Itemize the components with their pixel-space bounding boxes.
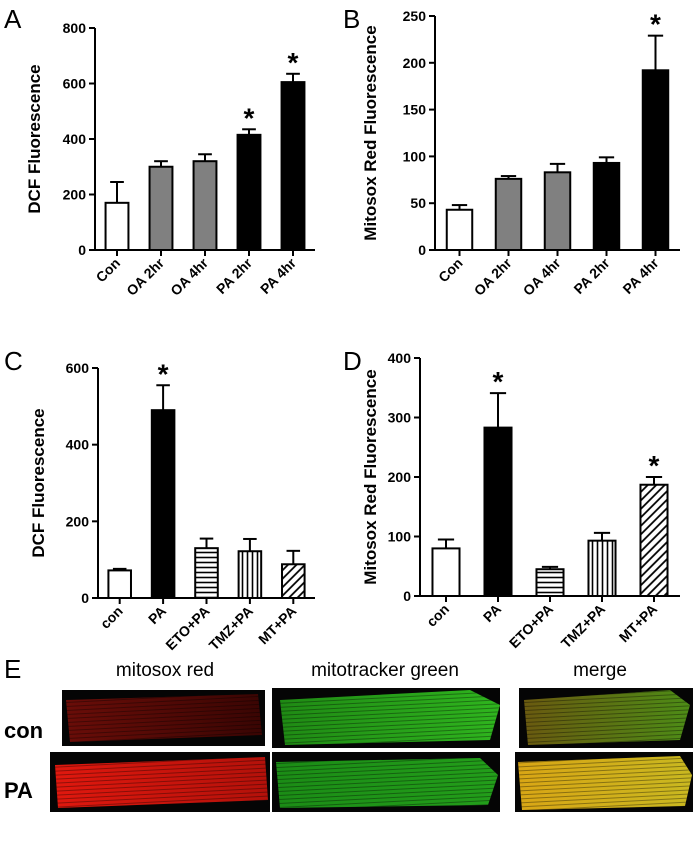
y-axis-label: DCF Fluorescence: [25, 64, 44, 213]
x-tick-label: TMZ+PA: [558, 601, 608, 651]
y-tick-label: 200: [66, 513, 90, 529]
x-tick-label: OA 2hr: [471, 254, 515, 298]
significance-marker: *: [650, 9, 661, 40]
column-header: merge: [573, 660, 627, 681]
bar: [483, 426, 513, 597]
bar: [236, 133, 262, 251]
x-tick-label: TMZ+PA: [206, 603, 256, 653]
y-tick-label: 300: [388, 410, 412, 426]
x-tick-label: PA: [480, 601, 504, 625]
bar-chart: C DCF Fluorescence 0 200 400 600 con PAETO+PATM…: [4, 346, 315, 653]
bar: [148, 165, 174, 251]
bar: [587, 539, 617, 597]
y-tick-label: 0: [81, 590, 89, 606]
y-tick-label: 800: [63, 20, 87, 36]
cell-texture: [518, 756, 692, 810]
y-tick-label: 400: [66, 437, 90, 453]
bar: [280, 81, 306, 251]
bar: [237, 550, 263, 600]
bar: [150, 409, 176, 599]
micrograph-grid: [50, 688, 693, 812]
row-label: PA: [4, 778, 33, 803]
bar: [281, 563, 306, 599]
x-tick-label: PA 4hr: [619, 254, 662, 297]
x-tick-label: MT+PA: [255, 603, 299, 647]
x-tick-label: OA 4hr: [167, 254, 211, 298]
y-tick-label: 100: [403, 148, 427, 164]
significance-marker: *: [649, 450, 660, 481]
y-axis-label: DCF Fluorescence: [29, 408, 48, 557]
x-tick-label: PA: [145, 603, 169, 627]
y-tick-label: 0: [78, 242, 86, 258]
panel-letter: E: [4, 654, 21, 684]
bar: [104, 201, 130, 251]
x-tick-label: OA 2hr: [123, 254, 167, 298]
panel-letter: D: [343, 346, 362, 376]
bar: [641, 69, 670, 252]
panel-letter: C: [4, 346, 23, 376]
column-header: mitosox red: [116, 660, 214, 681]
y-axis-label: Mitosox Red Fluorescence: [361, 369, 380, 584]
y-tick-label: 400: [63, 131, 87, 147]
y-axis-label: Mitosox Red Fluorescence: [361, 25, 380, 240]
x-tick-label: PA 2hr: [570, 254, 613, 297]
x-tick-label: con: [97, 603, 126, 632]
x-tick-label: PA 4hr: [257, 254, 300, 297]
x-tick-label: OA 4hr: [520, 254, 564, 298]
bar: [592, 161, 621, 251]
bar: [431, 547, 461, 598]
bar: [535, 568, 565, 597]
x-tick-label: Con: [435, 255, 466, 286]
bar: [543, 171, 572, 251]
cell-texture: [66, 694, 262, 742]
bar: [194, 547, 219, 600]
bar: [639, 483, 669, 597]
cell-texture: [524, 690, 690, 745]
panel-letter: A: [4, 4, 22, 34]
y-tick-label: 600: [66, 360, 90, 376]
x-tick-label: ETO+PA: [162, 603, 212, 653]
cell-texture: [55, 757, 268, 808]
y-tick-label: 200: [388, 469, 412, 485]
panel-letter: B: [343, 4, 360, 34]
y-tick-label: 100: [388, 529, 412, 545]
significance-marker: *: [158, 358, 169, 389]
y-tick-label: 400: [388, 350, 412, 366]
y-tick-label: 0: [418, 242, 426, 258]
x-tick-label: PA 2hr: [213, 254, 256, 297]
y-tick-label: 150: [403, 102, 427, 118]
significance-marker: *: [493, 366, 504, 397]
y-tick-label: 50: [410, 195, 426, 211]
significance-marker: *: [288, 47, 299, 78]
bar: [107, 569, 132, 600]
row-label: con: [4, 718, 43, 743]
y-tick-label: 200: [63, 187, 87, 203]
bar-chart: A DCF Fluorescence 0 200 400 600 800 Con OA 2hr O…: [4, 4, 315, 299]
y-tick-label: 600: [63, 76, 87, 92]
x-tick-label: Con: [93, 255, 124, 286]
y-tick-label: 0: [403, 588, 411, 604]
x-tick-label: ETO+PA: [506, 601, 556, 651]
x-tick-label: con: [423, 601, 452, 630]
cell-texture: [280, 690, 500, 745]
y-tick-label: 250: [403, 8, 427, 24]
bar: [192, 160, 218, 251]
cell-texture: [276, 758, 498, 808]
y-tick-label: 200: [403, 55, 427, 71]
significance-marker: *: [244, 102, 255, 133]
bar: [494, 177, 523, 251]
x-tick-label: MT+PA: [616, 601, 660, 645]
column-header: mitotracker green: [311, 660, 459, 681]
bar: [445, 208, 474, 251]
